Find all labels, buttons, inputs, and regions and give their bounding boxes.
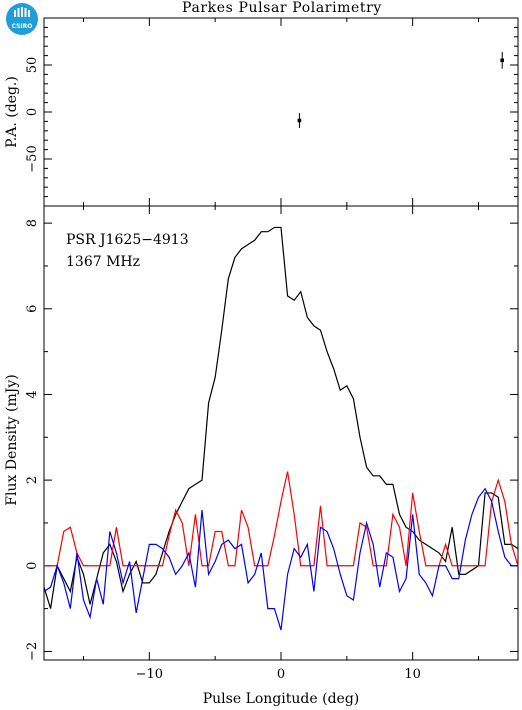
- flux-annotation-psr: PSR J1625−4913: [66, 232, 189, 248]
- pa-point: [500, 51, 504, 69]
- pa-marker: [500, 58, 504, 63]
- flux-series-total-intensity: [43, 226, 519, 609]
- csiro-logo: CSIRO: [6, 3, 38, 35]
- flux-ytick-label: −2: [25, 642, 40, 661]
- flux-ytick-label: 2: [25, 476, 40, 484]
- csiro-logo-text: CSIRO: [12, 23, 33, 30]
- flux-xtick-label: 0: [277, 667, 285, 682]
- flux-frame: [43, 205, 519, 661]
- pa-marker: [297, 118, 302, 123]
- flux-series: [43, 226, 519, 631]
- flux-ytick-label: 8: [25, 219, 40, 227]
- flux-ticks: [44, 206, 518, 660]
- flux-ytick-label: 6: [25, 305, 40, 313]
- flux-ytick-label: 0: [25, 562, 40, 570]
- flux-xtick-labels: −10 0 10: [136, 667, 421, 682]
- pa-panel: −50 0 50 P.A. (deg.): [4, 17, 519, 207]
- pa-ylabel: P.A. (deg.): [4, 76, 20, 148]
- pa-frame: [43, 17, 519, 207]
- flux-ytick-labels: −2 0 2 4 6 8: [25, 219, 40, 661]
- flux-annotation-freq: 1367 MHz: [66, 254, 140, 270]
- flux-xtick-label: 10: [404, 667, 421, 682]
- pa-ytick-label: 0: [25, 108, 40, 116]
- flux-ytick-label: 4: [25, 390, 40, 398]
- pa-ytick-label: 50: [25, 57, 40, 74]
- chart-title: Parkes Pulsar Polarimetry: [182, 0, 382, 16]
- flux-xlabel: Pulse Longitude (deg): [203, 691, 360, 707]
- pa-point: [297, 112, 302, 128]
- flux-panel: −2 0 2 4 6 8 −10 0 10 PSR J1625−4913 1367 MHz F…: [4, 205, 519, 707]
- flux-ylabel: Flux Density (mJy): [4, 374, 20, 505]
- flux-xtick-label: −10: [136, 667, 163, 682]
- flux-series-circular: [43, 487, 518, 631]
- pa-ytick-label: −50: [25, 145, 40, 172]
- pa-ticks: [44, 17, 518, 207]
- pa-points: [297, 51, 504, 128]
- pa-ytick-labels: −50 0 50: [25, 57, 40, 173]
